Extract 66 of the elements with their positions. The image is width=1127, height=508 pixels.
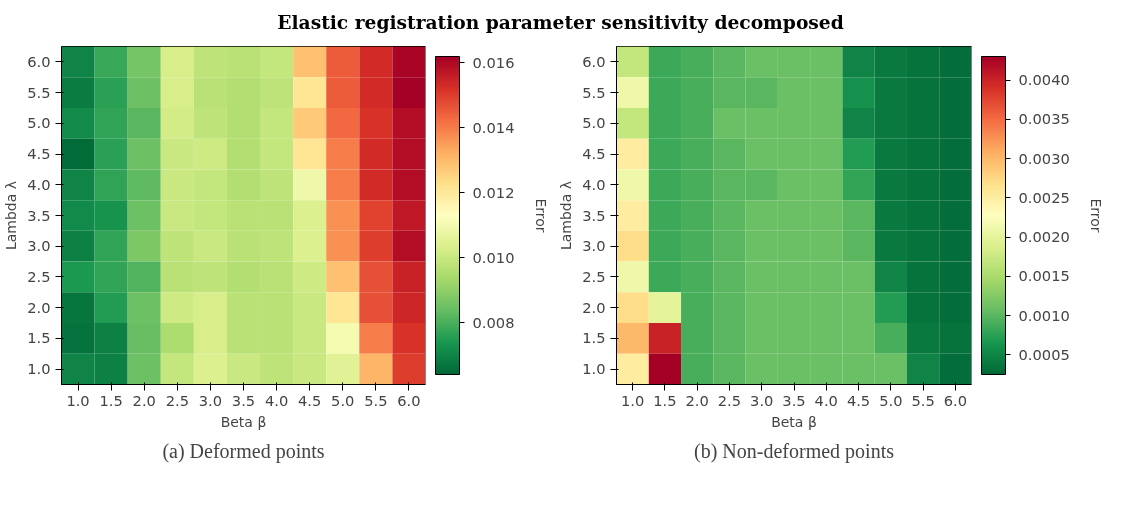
x-tick-label: 1.0 [620,391,645,409]
y-tick-label: 5.5 [582,83,606,101]
color-bar-title: Error [532,198,549,233]
y-tick-label: 3.0 [582,237,606,255]
y-tick-label: 1.5 [27,329,51,347]
y-axis-title: Lambda λ [3,180,20,251]
x-tick-label: 2.0 [132,391,156,409]
text: (a) Deformed points [162,439,325,463]
color-bar-label: 0.0010 [1018,306,1070,324]
x-tick-label: 3.5 [782,391,806,409]
y-tick-label: 3.5 [582,206,606,224]
x-tick-label: 5.0 [331,391,355,409]
x-tick-label: 6.0 [397,391,421,409]
x-tick-label: 1.5 [653,391,677,409]
y-tick-label: 2.0 [582,298,606,316]
color-bar-label: 0.0030 [1018,149,1070,167]
color-bar-label: 0.0040 [1018,71,1070,89]
y-tick-label: 1.0 [27,360,51,378]
y-tick-label: 5.0 [582,114,606,132]
text: (b) Non-deformed points [694,439,895,463]
color-bar-label: 0.014 [472,118,515,136]
y-tick-label: 4.5 [582,145,606,163]
x-tick-label: 3.5 [231,391,256,409]
y-tick-label: 4.5 [27,145,51,163]
x-tick-label: 2.0 [685,391,709,409]
color-bar-label: 0.016 [472,53,515,71]
color-bar-label: 0.0015 [1018,267,1070,285]
y-tick-label: 2.0 [27,298,51,316]
color-bar-label: 0.008 [472,313,515,331]
x-axis-title: Beta β [771,413,817,430]
y-tick-label: 1.0 [582,360,606,378]
x-tick-label: 5.0 [879,391,903,409]
x-tick-label: 1.0 [66,391,90,409]
x-tick-label: 1.5 [99,391,123,409]
x-tick-label: 2.5 [717,391,742,409]
y-tick-label: 3.5 [27,206,51,224]
color-bar-label: 0.0020 [1018,228,1070,246]
x-tick-label: 3.0 [750,391,774,409]
x-tick-label: 4.0 [264,391,289,409]
x-tick-label: 5.5 [364,391,388,409]
y-tick-label: 4.0 [27,175,51,193]
y-tick-label: 6.0 [582,52,606,70]
y-tick-label: 3.0 [27,237,51,255]
y-tick-label: 2.5 [582,267,606,285]
x-tick-label: 3.0 [198,391,223,409]
color-bar-label: 0.0025 [1018,188,1070,206]
x-tick-label: 2.5 [165,391,189,409]
color-bar-label: 0.010 [472,248,515,266]
y-tick-label: 1.5 [582,329,606,347]
x-tick-label: 6.0 [943,391,968,409]
y-tick-label: 5.5 [27,83,51,101]
x-tick-label: 4.5 [846,391,871,409]
y-tick-label: 2.5 [27,267,51,285]
y-tick-label: 5.0 [27,114,51,132]
color-bar-title: Error [1087,198,1104,233]
color-bar-label: 0.0035 [1018,110,1070,128]
x-tick-label: 4.5 [298,391,322,409]
text: Elastic registration parameter sensitivity decomposed [277,11,844,34]
y-tick-label: 6.0 [27,52,51,70]
x-axis-title: Beta β [220,413,267,430]
color-bar-label: 0.012 [472,183,515,201]
x-tick-label: 5.5 [911,391,935,409]
y-axis-title: Lambda λ [558,180,575,251]
color-bar-label: 0.0005 [1018,345,1070,363]
x-tick-label: 4.0 [814,391,838,409]
y-tick-label: 4.0 [582,175,606,193]
